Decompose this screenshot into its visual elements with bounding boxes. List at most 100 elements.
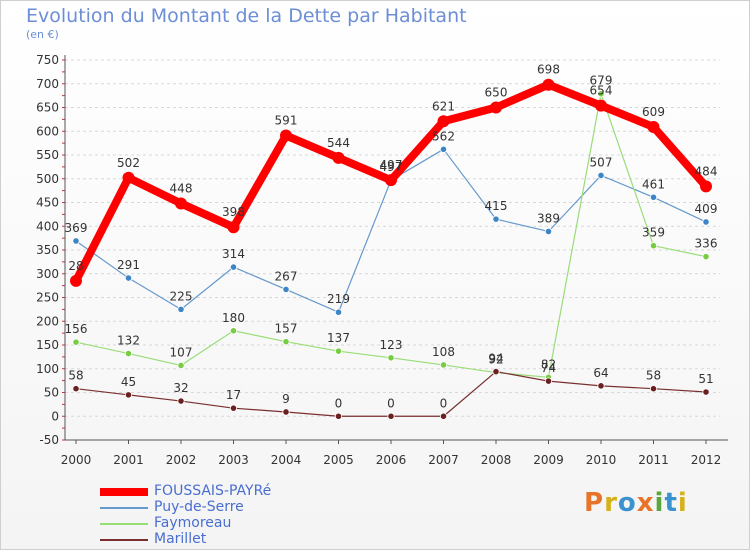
y-tick-label: 150 <box>36 338 59 352</box>
data-label: 58 <box>646 369 661 383</box>
x-tick-label: 2012 <box>691 453 722 467</box>
data-label: 157 <box>275 322 298 336</box>
x-tick-label: 2004 <box>271 453 302 467</box>
data-label: 544 <box>327 136 350 150</box>
data-point <box>70 274 82 287</box>
data-point <box>334 412 343 420</box>
y-tick-label: 750 <box>36 53 59 67</box>
data-point <box>490 101 502 114</box>
data-point <box>177 397 185 405</box>
data-point <box>282 408 290 416</box>
x-tick-label: 2006 <box>376 453 407 467</box>
logo-letter: t <box>664 488 678 518</box>
legend-label: Puy-de-Serre <box>154 499 244 515</box>
data-label: 108 <box>432 345 455 359</box>
data-label: 74 <box>541 361 556 375</box>
data-label: 51 <box>698 372 713 386</box>
data-point <box>124 349 133 358</box>
data-point <box>702 388 710 396</box>
y-tick-label: 250 <box>36 291 59 305</box>
chart-subtitle: (en €) <box>26 28 59 41</box>
data-point <box>280 129 292 142</box>
y-tick-label: 450 <box>36 196 59 210</box>
data-label: 609 <box>642 105 665 119</box>
data-label: 415 <box>485 199 508 213</box>
data-label: 650 <box>485 86 508 100</box>
data-point <box>229 404 238 412</box>
series-layer <box>70 78 712 420</box>
logo-letter: P <box>584 488 605 518</box>
proxiti-logo: Proxiti <box>584 488 688 518</box>
data-label: 17 <box>226 388 241 402</box>
data-point <box>229 263 238 271</box>
logo-letter: x <box>636 488 655 518</box>
legend-swatch <box>100 539 148 541</box>
data-label: 9 <box>282 392 290 406</box>
data-point <box>72 385 80 393</box>
data-label: 45 <box>121 375 136 389</box>
data-point <box>647 120 660 133</box>
data-point <box>334 347 343 355</box>
x-tick-label: 2011 <box>638 453 669 467</box>
y-tick-label: 200 <box>36 314 59 328</box>
x-tick-label: 2007 <box>428 453 459 467</box>
y-tick-label: 600 <box>36 124 59 138</box>
data-label: 654 <box>590 84 613 98</box>
logo-letter: i <box>654 488 665 518</box>
data-point <box>439 145 448 153</box>
data-point <box>492 367 500 376</box>
data-label: 621 <box>432 99 455 113</box>
data-point <box>437 115 450 128</box>
data-label: 132 <box>117 334 140 348</box>
data-label: 28 <box>68 259 83 273</box>
data-label: 369 <box>65 221 88 235</box>
data-point <box>702 253 710 261</box>
data-point <box>649 193 658 201</box>
y-tick-label: 50 <box>44 386 59 400</box>
y-tick-label: 100 <box>36 362 59 376</box>
data-label: 448 <box>170 181 193 195</box>
logo-letter: i <box>677 488 688 518</box>
data-point <box>649 242 658 250</box>
x-tick-label: 2000 <box>61 453 92 467</box>
x-tick-label: 2008 <box>481 453 512 467</box>
data-label: 679 <box>590 74 613 88</box>
data-label: 461 <box>642 177 665 191</box>
data-point <box>282 285 290 294</box>
data-point <box>177 305 185 313</box>
y-tick-label: 700 <box>36 77 59 91</box>
y-tick-label: -50 <box>39 433 59 447</box>
data-point <box>385 174 397 187</box>
data-point <box>122 171 135 184</box>
data-label: 180 <box>222 311 245 325</box>
data-label: 267 <box>275 269 298 283</box>
data-point <box>439 361 448 369</box>
data-label: 0 <box>335 396 343 410</box>
legend-swatch <box>100 507 148 509</box>
data-point <box>439 412 448 420</box>
data-label: 219 <box>327 292 350 306</box>
data-point <box>492 215 500 223</box>
data-label: 82 <box>541 357 556 371</box>
data-point <box>544 377 553 385</box>
data-point <box>595 99 607 112</box>
data-point <box>542 78 555 91</box>
data-label: 156 <box>65 322 88 336</box>
y-tick-label: 500 <box>36 172 59 186</box>
data-label: 58 <box>68 369 83 383</box>
legend-swatch <box>100 488 148 496</box>
data-label: 123 <box>380 338 403 352</box>
legend-label: FOUSSAIS-PAYRé <box>154 483 272 499</box>
data-label: 484 <box>695 164 718 178</box>
data-label: 562 <box>432 129 455 143</box>
y-tick-label: 550 <box>36 148 59 162</box>
data-label: 502 <box>117 156 140 170</box>
data-point <box>597 90 605 98</box>
y-tick-label: 300 <box>36 267 59 281</box>
data-label: 92 <box>488 353 503 367</box>
data-point <box>387 412 395 420</box>
data-label: 698 <box>537 63 560 77</box>
data-label: 359 <box>642 226 665 240</box>
data-label: 507 <box>590 155 613 169</box>
